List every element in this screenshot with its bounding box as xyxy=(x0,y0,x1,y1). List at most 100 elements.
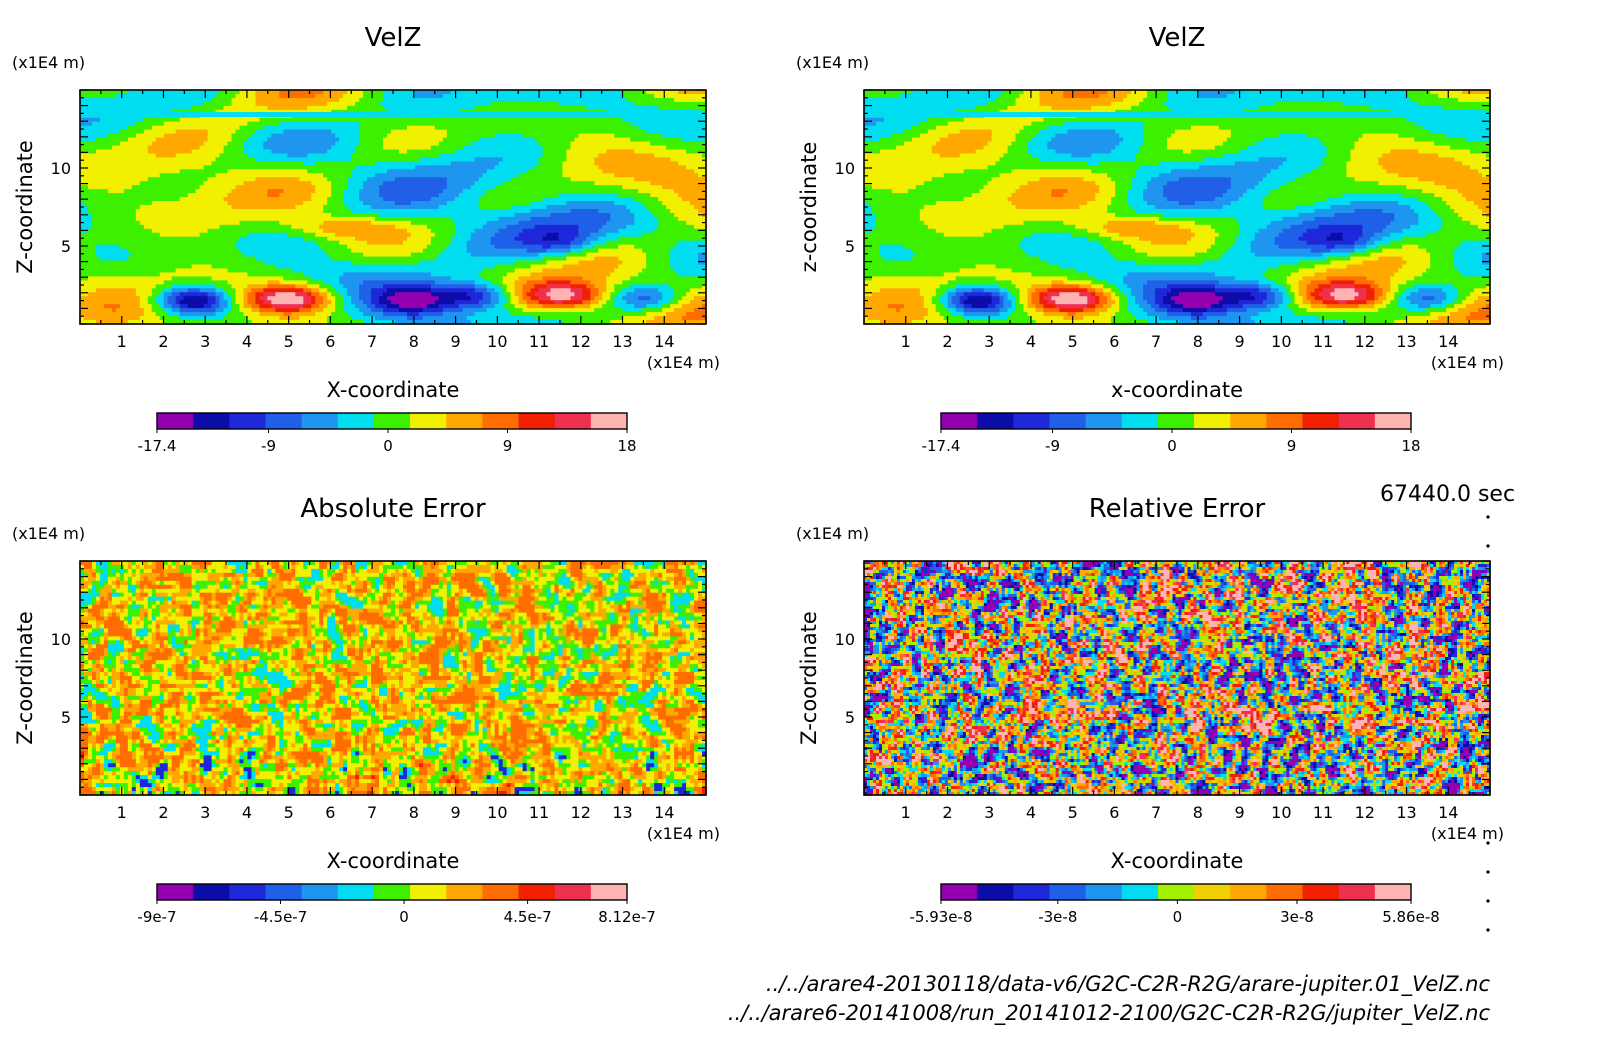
contour-cell xyxy=(168,98,173,103)
contour-cell xyxy=(487,102,492,107)
contour-cell xyxy=(443,130,448,135)
contour-cell xyxy=(367,102,372,107)
contour-cell xyxy=(527,106,532,111)
contour-cell xyxy=(323,142,328,147)
contour-cell xyxy=(479,118,484,123)
contour-cell xyxy=(451,142,456,147)
contour-cell xyxy=(84,98,89,103)
contour-cell xyxy=(554,122,559,127)
contour-cell xyxy=(674,106,679,111)
contour-cell xyxy=(176,94,181,99)
contour-cell xyxy=(475,142,480,147)
contour-cell xyxy=(403,134,408,139)
contour-cell xyxy=(351,142,356,147)
contour-cell xyxy=(148,134,153,139)
contour-cell xyxy=(315,134,320,139)
contour-cell xyxy=(196,142,201,147)
contour-cell xyxy=(351,118,356,123)
contour-cell xyxy=(558,122,563,127)
contour-cell xyxy=(315,142,320,147)
contour-cell xyxy=(415,118,420,123)
contour-cell xyxy=(239,134,244,139)
contour-cell xyxy=(411,134,416,139)
contour-cell xyxy=(646,102,651,107)
contour-cell xyxy=(419,102,424,107)
contour-cell xyxy=(303,122,308,127)
contour-cell xyxy=(315,138,320,143)
contour-cell xyxy=(547,102,552,107)
contour-cell xyxy=(590,138,595,143)
contour-cell xyxy=(144,102,149,107)
contour-cell xyxy=(578,98,583,103)
contour-cell xyxy=(618,118,623,123)
contour-cell xyxy=(319,130,324,135)
contour-cell xyxy=(586,138,591,143)
contour-cell xyxy=(626,106,631,111)
contour-cell xyxy=(192,126,197,131)
contour-cell xyxy=(371,98,376,103)
contour-cell xyxy=(451,118,456,123)
contour-cell xyxy=(694,122,699,127)
contour-cell xyxy=(415,138,420,143)
contour-cell xyxy=(551,106,556,111)
contour-cell xyxy=(391,134,396,139)
contour-cell xyxy=(598,106,603,111)
contour-cell xyxy=(275,94,280,99)
contour-cell xyxy=(259,98,264,103)
contour-cell xyxy=(654,94,659,99)
contour-cell xyxy=(447,118,452,123)
contour-cell xyxy=(120,106,125,111)
contour-cell xyxy=(610,94,615,99)
contour-cell xyxy=(228,142,233,147)
contour-cell xyxy=(535,130,540,135)
contour-cell xyxy=(243,98,248,103)
contour-cell xyxy=(100,98,105,103)
contour-cell xyxy=(551,126,556,131)
contour-cell xyxy=(383,130,388,135)
contour-cell xyxy=(251,98,256,103)
contour-cell xyxy=(391,106,396,111)
contour-cell xyxy=(443,126,448,131)
contour-cell xyxy=(503,134,508,139)
contour-cell xyxy=(495,98,500,103)
contour-cell xyxy=(188,130,193,135)
contour-cell xyxy=(279,98,284,103)
contour-cell xyxy=(570,102,575,107)
contour-cell xyxy=(343,118,348,123)
contour-cell xyxy=(582,106,587,111)
contour-cell xyxy=(558,134,563,139)
contour-cell xyxy=(523,118,528,123)
contour-cell xyxy=(116,106,121,111)
contour-cell xyxy=(447,94,452,99)
contour-cell xyxy=(439,134,444,139)
contour-cell xyxy=(152,138,157,143)
contour-cell xyxy=(562,130,567,135)
contour-cell xyxy=(614,134,619,139)
contour-cell xyxy=(642,138,647,143)
contour-cell xyxy=(654,118,659,123)
contour-cell xyxy=(247,138,252,143)
contour-cell xyxy=(614,98,619,103)
contour-cell xyxy=(451,122,456,127)
contour-cell xyxy=(96,130,101,135)
contour-cell xyxy=(626,130,631,135)
contour-cell xyxy=(331,122,336,127)
contour-cell xyxy=(455,118,460,123)
contour-cell xyxy=(275,142,280,147)
contour-cell xyxy=(128,126,133,131)
contour-cell xyxy=(180,130,185,135)
contour-cell xyxy=(359,106,364,111)
contour-cell xyxy=(598,126,603,131)
contour-cell xyxy=(642,134,647,139)
contour-cell xyxy=(128,142,133,147)
contour-cell xyxy=(495,106,500,111)
contour-cell xyxy=(662,102,667,107)
contour-cell xyxy=(662,122,667,127)
contour-cell xyxy=(152,106,157,111)
contour-cell xyxy=(483,134,488,139)
contour-cell xyxy=(92,142,97,147)
contour-cell xyxy=(654,106,659,111)
contour-cell xyxy=(610,130,615,135)
contour-cell xyxy=(630,102,635,107)
contour-cell xyxy=(686,98,691,103)
